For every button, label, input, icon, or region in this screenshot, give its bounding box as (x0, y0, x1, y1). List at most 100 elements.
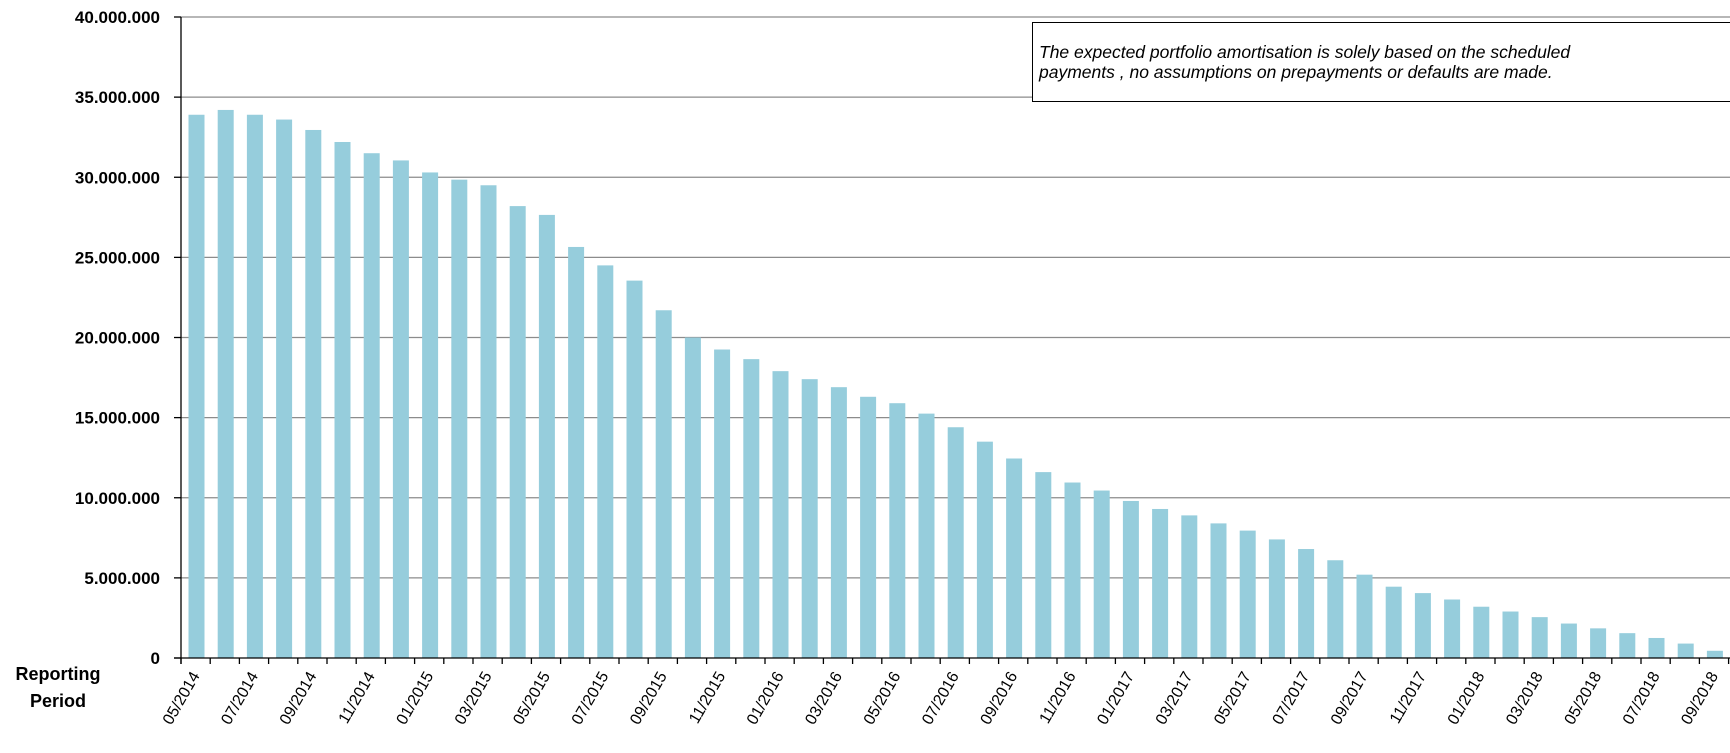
bar-03-2016 (830, 387, 847, 658)
bar-10-2014 (334, 141, 351, 658)
x-axis-title-line-1: Reporting (16, 664, 101, 684)
x-tick-label: 11/2015 (686, 669, 729, 727)
x-tick-label: 03/2018 (1503, 669, 1547, 728)
bar-06-2015 (568, 246, 585, 659)
bar-12-2015 (743, 359, 760, 658)
y-tick-label: 35.000.000 (75, 88, 160, 107)
x-tick-label: 05/2014 (160, 669, 204, 728)
bar-11-2016 (1064, 482, 1081, 658)
bar-05-2017 (1239, 530, 1256, 658)
x-tick-label: 03/2016 (802, 669, 846, 728)
bar-04-2018 (1560, 623, 1577, 658)
bar-03-2015 (480, 185, 497, 658)
x-tick-labels: 05/2014 07/2014 09/2014 11/2014 01/2015 03/20… (160, 669, 1722, 728)
y-tick-label: 5.000.000 (84, 569, 160, 588)
y-tick-label: 10.000.000 (75, 489, 160, 508)
bar-07-2015 (597, 265, 614, 658)
y-tick-label: 15.000.000 (75, 409, 160, 428)
bar-05-2015 (538, 214, 555, 658)
x-axis-title-line-2: Period (30, 691, 86, 711)
x-tick-label: 09/2018 (1678, 669, 1722, 728)
y-tick-label: 20.000.000 (75, 329, 160, 348)
y-tick-label: 30.000.000 (75, 168, 160, 187)
annotation-line-2: payments , no assumptions on prepayments… (1039, 62, 1553, 82)
bar-11-2014 (363, 153, 380, 658)
x-tick-label: 01/2017 (1094, 669, 1138, 728)
x-tick-label: 01/2018 (1445, 669, 1489, 728)
x-tick-label: 05/2017 (1211, 669, 1255, 728)
y-tick-labels: 0 5.000.000 10.000.000 15.000.000 20.000.000… (75, 8, 160, 668)
annotation-box: The expected portfolio amortisation is s… (1032, 22, 1730, 102)
bar-09-2017 (1356, 574, 1373, 658)
bar-09-2016 (1006, 458, 1023, 658)
bar-01-2015 (422, 172, 439, 658)
bar-08-2014 (276, 119, 293, 658)
bar-01-2018 (1473, 606, 1490, 658)
bar-04-2017 (1210, 523, 1227, 658)
x-tick-label: 01/2016 (744, 669, 788, 728)
bar-07-2016 (947, 427, 964, 658)
x-tick-label: 11/2017 (1387, 669, 1430, 727)
axes (174, 16, 1730, 664)
bar-06-2014 (217, 109, 234, 658)
x-tick-label: 07/2015 (569, 669, 613, 728)
bar-08-2018 (1677, 643, 1694, 658)
bar-11-2017 (1414, 593, 1431, 658)
bar-02-2017 (1152, 508, 1169, 658)
x-tick-label: 07/2018 (1620, 669, 1664, 728)
bar-07-2018 (1648, 637, 1665, 658)
bar-08-2016 (976, 441, 993, 658)
bar-05-2016 (889, 403, 906, 658)
bar-03-2017 (1181, 515, 1198, 658)
y-tick-label: 25.000.000 (75, 248, 160, 267)
bar-07-2017 (1298, 549, 1315, 658)
bar-09-2014 (305, 129, 322, 658)
bar-09-2018 (1706, 650, 1723, 658)
bar-12-2016 (1093, 490, 1110, 658)
x-tick-label: 07/2016 (919, 669, 963, 728)
bar-03-2018 (1531, 617, 1548, 658)
annotation-line-1: The expected portfolio amortisation is s… (1039, 42, 1571, 62)
bar-01-2016 (772, 371, 789, 658)
bar-12-2017 (1444, 599, 1461, 658)
bar-06-2018 (1619, 633, 1636, 658)
x-tick-label: 05/2018 (1562, 669, 1606, 728)
x-tick-label: 11/2016 (1037, 669, 1080, 727)
x-tick-label: 01/2015 (394, 669, 438, 728)
bars (188, 109, 1723, 659)
gridlines (181, 16, 1730, 579)
bar-04-2016 (860, 396, 877, 658)
x-tick-label: 09/2017 (1328, 669, 1372, 728)
x-tick-label: 03/2015 (452, 669, 496, 728)
y-tick-label: 40.000.000 (75, 8, 160, 27)
bar-10-2016 (1035, 472, 1052, 658)
bar-12-2014 (392, 160, 409, 658)
x-tick-label: 05/2016 (861, 669, 905, 728)
bar-11-2015 (714, 349, 731, 658)
bar-05-2014 (188, 114, 205, 658)
bar-10-2015 (684, 337, 701, 658)
bar-08-2017 (1327, 560, 1344, 658)
x-tick-label: 07/2017 (1270, 669, 1314, 728)
bar-02-2018 (1502, 611, 1519, 658)
bar-09-2015 (655, 310, 672, 658)
bar-06-2017 (1268, 539, 1285, 658)
x-tick-label: 05/2015 (510, 669, 554, 728)
y-tick-label: 0 (151, 649, 160, 668)
bar-08-2015 (626, 280, 643, 658)
bar-02-2015 (451, 179, 468, 658)
bar-07-2014 (246, 114, 263, 658)
bar-01-2017 (1122, 500, 1139, 658)
bar-02-2016 (801, 379, 818, 658)
x-tick-label: 03/2017 (1153, 669, 1197, 728)
bar-05-2018 (1590, 628, 1607, 658)
x-tick-label: 09/2014 (277, 669, 321, 728)
x-tick-label: 09/2016 (978, 669, 1022, 728)
bar-04-2015 (509, 206, 526, 658)
x-tick-label: 09/2015 (627, 669, 671, 728)
bar-06-2016 (918, 413, 935, 658)
x-tick-label: 07/2014 (218, 669, 262, 728)
x-tick-label: 11/2014 (336, 669, 379, 727)
bar-10-2017 (1385, 586, 1402, 658)
